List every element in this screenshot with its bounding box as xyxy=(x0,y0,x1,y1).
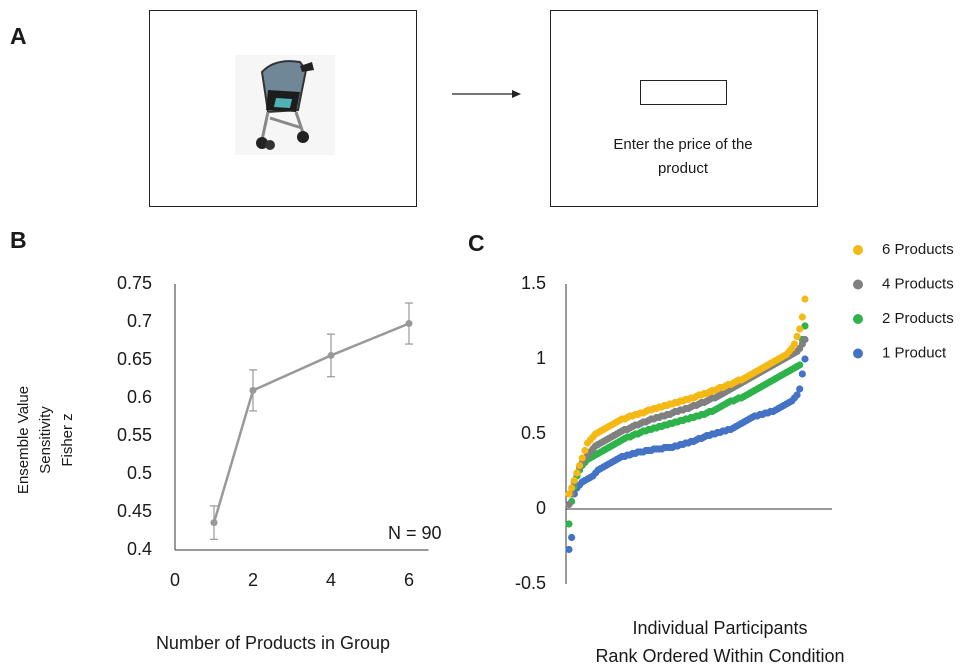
data-point xyxy=(796,361,804,369)
screen-frame xyxy=(149,10,417,207)
y-tick-label: 0.6 xyxy=(127,387,152,407)
y-tick-label: 0.45 xyxy=(117,501,152,521)
y-tick-label: 0.5 xyxy=(521,423,546,443)
x-axis-title: Individual Participants xyxy=(632,618,807,638)
y-tick-label: 1.5 xyxy=(521,273,546,293)
data-point xyxy=(578,454,586,462)
y-axis-title: Ensemble Value xyxy=(15,386,32,494)
data-point xyxy=(327,351,335,359)
data-point xyxy=(568,484,576,492)
y-tick-label: 1 xyxy=(536,348,546,368)
y-tick-label: 0.75 xyxy=(117,273,152,293)
price-input xyxy=(640,80,727,105)
legend-label: 4 Products xyxy=(882,275,954,292)
data-point xyxy=(568,533,576,542)
data-point xyxy=(796,325,804,333)
data-point xyxy=(570,476,578,485)
data-point xyxy=(565,545,573,554)
legend-label: 1 Product xyxy=(882,344,947,361)
stroller-image xyxy=(235,55,335,155)
data-point xyxy=(801,355,809,363)
data-point xyxy=(798,313,806,321)
x-tick-label: 2 xyxy=(248,570,258,590)
x-axis-title: Rank Ordered Within Condition xyxy=(595,646,844,666)
data-point xyxy=(801,295,809,303)
legend-swatch xyxy=(853,245,863,255)
panel-label: C xyxy=(468,230,485,256)
data-point xyxy=(801,335,809,344)
legend-label: 2 Products xyxy=(882,310,954,327)
data-point xyxy=(581,446,589,455)
screen-frame xyxy=(550,10,818,207)
data-point xyxy=(793,332,801,341)
data-point xyxy=(796,385,804,393)
data-point xyxy=(249,386,257,394)
data-point xyxy=(210,519,218,527)
data-point xyxy=(790,340,798,348)
prompt-text: Enter the price of the product xyxy=(613,136,753,177)
y-tick-label: 0.55 xyxy=(117,425,152,445)
y-tick-label: 0.65 xyxy=(117,349,152,369)
y-axis-title: Fisher z xyxy=(59,413,76,466)
legend-swatch xyxy=(853,279,863,290)
y-tick-label: 0.5 xyxy=(127,463,152,483)
x-tick-label: 6 xyxy=(404,570,414,590)
panel-label: B xyxy=(10,227,27,253)
y-tick-label: 0 xyxy=(536,498,546,518)
x-tick-label: 0 xyxy=(170,570,180,590)
data-point xyxy=(405,320,413,328)
x-tick-label: 4 xyxy=(326,570,336,590)
annotation: N = 90 xyxy=(388,523,442,543)
legend-label: 6 Products xyxy=(882,241,954,258)
data-point xyxy=(565,490,573,498)
data-point xyxy=(801,322,809,330)
y-tick-label: 0.7 xyxy=(127,311,152,331)
data-point xyxy=(793,391,801,399)
data-point xyxy=(573,469,581,477)
data-point xyxy=(576,461,584,470)
legend-swatch xyxy=(853,314,863,324)
y-tick-label: 0.4 xyxy=(127,539,152,559)
data-line xyxy=(212,322,410,523)
x-axis-title: Number of Products in Group xyxy=(156,633,390,653)
data-point xyxy=(565,500,573,509)
data-point xyxy=(565,520,573,528)
arrow-head xyxy=(512,90,521,98)
y-axis-title: Sensitivity xyxy=(37,406,54,474)
data-point xyxy=(798,370,806,378)
y-tick-label: -0.5 xyxy=(515,573,546,593)
legend-swatch xyxy=(853,348,863,359)
panel-label: A xyxy=(10,23,27,49)
